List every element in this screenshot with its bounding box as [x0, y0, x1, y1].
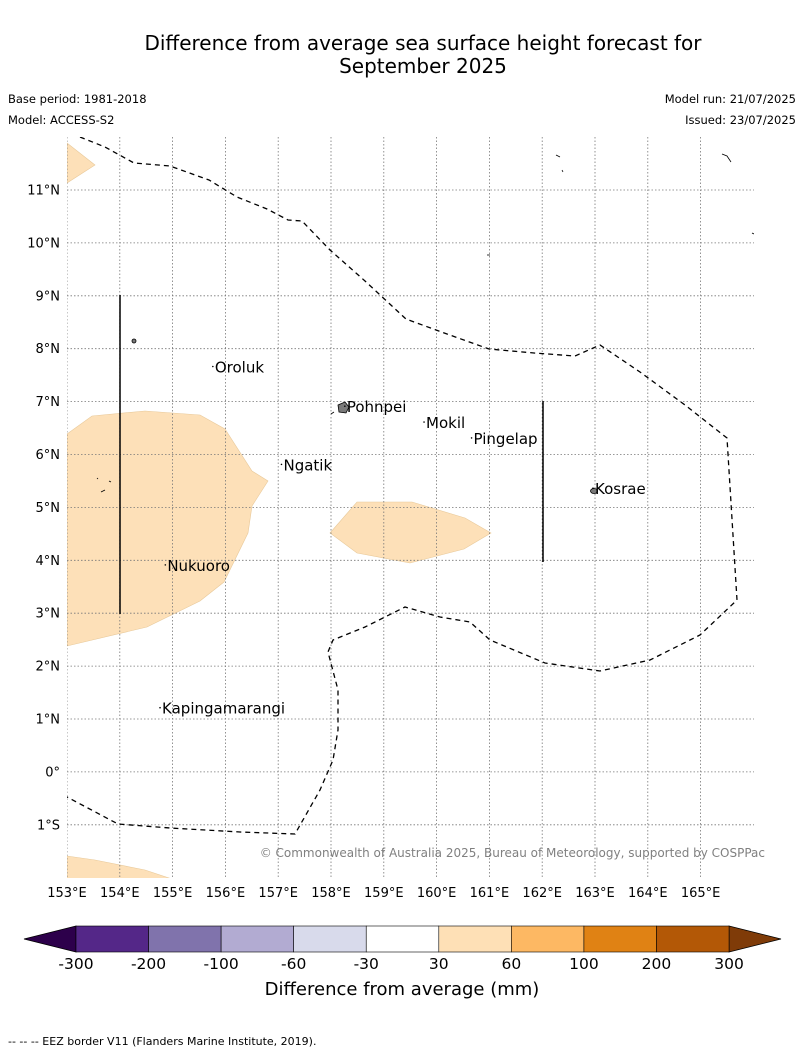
model-run: Model run: 21/07/2025 [664, 92, 796, 106]
islands [96, 153, 754, 494]
colorbar-tick-labels: -300 -200 -100 -60 -30 30 60 100 200 300 [58, 955, 743, 973]
title-line-1: Difference from average sea surface heig… [144, 31, 702, 55]
longitude-label: 160°E [417, 886, 457, 901]
latitude-label: 1°S [37, 818, 60, 833]
base-period: Base period: 1981-2018 [8, 92, 147, 106]
colorbar-tick-label: -60 [281, 955, 306, 973]
latitude-label: 2°N [36, 660, 61, 675]
model-name: Model: ACCESS-S2 [8, 113, 115, 127]
place-label: Pingelap [474, 430, 538, 448]
place-marker [212, 365, 214, 368]
colorbar-bin [220, 925, 294, 953]
island-kosrae [590, 488, 598, 494]
longitude-label: 165°E [681, 886, 721, 901]
colorbar-bin [148, 925, 222, 953]
place-marker [280, 463, 283, 466]
place-label: Kosrae [595, 480, 646, 498]
island-fragment-1 [330, 411, 335, 415]
colorbar-tick-label: -300 [58, 955, 93, 973]
map-area: Oroluk Pohnpei Mokil Pingelap Ngatik Kosrae Nu… [67, 137, 754, 878]
longitude-label: 158°E [311, 886, 351, 901]
gridlines [67, 137, 754, 878]
colorbar-tick-label: 300 [714, 955, 744, 973]
colorbar-bin [293, 925, 367, 953]
colorbar: -300 -200 -100 -60 -30 30 60 100 200 300 Differen… [23, 925, 782, 1000]
latitude-label: 9°N [36, 289, 61, 304]
place-label: Kapingamarangi [162, 700, 285, 718]
place-label: Nukuoro [167, 557, 230, 575]
footnote: -- -- -- EEZ border V11 (Flanders Marine… [8, 1035, 317, 1048]
anomaly-region-central [329, 501, 492, 564]
longitude-label: 156°E [206, 886, 246, 901]
place-label: Mokil [426, 414, 465, 432]
anomaly-region-northwest [67, 142, 96, 184]
island-pohnpei [337, 401, 350, 414]
place-label: Ngatik [283, 456, 332, 474]
colorbar-bin [438, 925, 512, 953]
latitude-label: 4°N [36, 554, 61, 569]
place-marker [164, 564, 167, 566]
longitude-label: 164°E [628, 886, 668, 901]
issued-date: Issued: 23/07/2025 [685, 113, 796, 127]
eez-border [67, 137, 738, 835]
colorbar-bin [583, 925, 657, 953]
longitude-label: 162°E [522, 886, 562, 901]
colorbar-under-triangle [23, 925, 77, 953]
latitude-label: 0° [45, 765, 60, 780]
longitude-label: 153°E [47, 886, 87, 901]
island-fragment-2 [555, 154, 564, 173]
colorbar-tick-label: 30 [429, 955, 449, 973]
colorbar-bin [511, 925, 585, 953]
longitude-labels: 153°E 154°E 155°E 156°E 157°E 158°E 159°E 160°E… [47, 886, 720, 901]
colorbar-bin [75, 925, 149, 953]
longitude-label: 163°E [575, 886, 615, 901]
place-label: Oroluk [215, 359, 264, 377]
colorbar-tick-label: 100 [569, 955, 599, 973]
longitude-label: 154°E [100, 886, 140, 901]
latitude-label: 7°N [36, 395, 61, 410]
longitude-label: 157°E [258, 886, 298, 901]
island-fragment-6 [751, 232, 754, 235]
anomaly-regions [67, 142, 492, 878]
map-title: Difference from average sea surface heig… [0, 32, 804, 78]
colorbar-bins [75, 925, 730, 953]
island-fragment-4 [96, 477, 112, 493]
title-line-2: September 2025 [339, 54, 507, 78]
colorbar-label: Difference from average (mm) [265, 979, 540, 1000]
anomaly-region-west [67, 410, 269, 647]
longitude-label: 159°E [364, 886, 404, 901]
latitude-label: 10°N [27, 236, 60, 251]
colorbar-over-triangle [728, 925, 782, 953]
colorbar-bin [365, 925, 440, 953]
place-marker [159, 706, 161, 709]
longitude-label: 155°E [153, 886, 193, 901]
colorbar-tick-label: 200 [642, 955, 672, 973]
longitude-label: 161°E [470, 886, 510, 901]
place-marker [344, 405, 346, 407]
latitude-label: 6°N [36, 448, 61, 463]
island-fragment-3 [721, 153, 732, 163]
latitude-label: 5°N [36, 501, 61, 516]
place-label: Pohnpei [347, 398, 407, 416]
colorbar-tick-label: -100 [204, 955, 239, 973]
anomaly-region-southwest [67, 855, 170, 878]
place-marker [423, 421, 425, 423]
latitude-label: 11°N [27, 184, 60, 199]
colorbar-tick-label: -30 [354, 955, 379, 973]
colorbar-tick-label: -200 [131, 955, 166, 973]
island-small-north [131, 338, 137, 344]
place-labels: Oroluk Pohnpei Mokil Pingelap Ngatik Kosrae Nu… [159, 359, 646, 718]
colorbar-tick-label: 60 [501, 955, 521, 973]
latitude-labels: 11°N 10°N 9°N 8°N 7°N 6°N 5°N 4°N 3°N 2°N 1°N 0° 1°S [27, 184, 60, 834]
place-marker [470, 437, 473, 439]
copyright-text: © Commonwealth of Australia 2025, Bureau… [260, 846, 765, 860]
colorbar-bin [656, 925, 730, 953]
place-marker [592, 487, 594, 489]
latitude-label: 1°N [36, 713, 61, 728]
latitude-label: 3°N [36, 607, 61, 622]
latitude-label: 8°N [36, 342, 61, 357]
